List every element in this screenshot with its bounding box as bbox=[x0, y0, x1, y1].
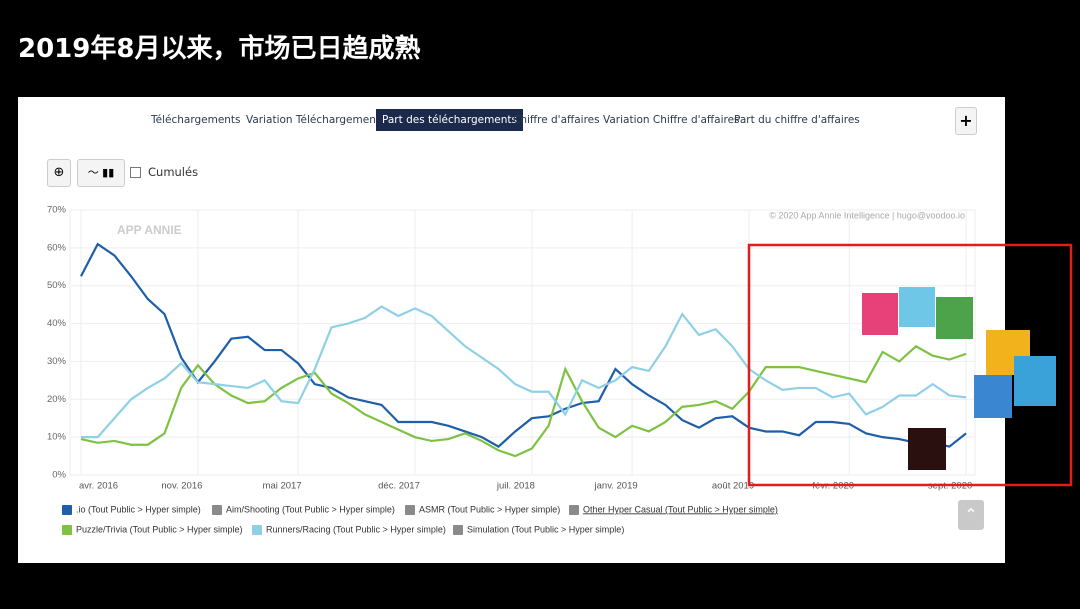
legend-label: .io (Tout Public > Hyper simple) bbox=[76, 504, 201, 514]
legend-swatch bbox=[405, 505, 415, 515]
y-tick-label: 30% bbox=[47, 356, 67, 367]
legend-swatch bbox=[569, 505, 579, 515]
y-tick-label: 0% bbox=[52, 470, 66, 481]
tab[interactable]: Part du chiffre d'affaires bbox=[734, 114, 860, 126]
x-tick-label: août 2019 bbox=[712, 481, 754, 492]
legend-swatch bbox=[252, 525, 262, 535]
tab[interactable]: Chiffre d'affaires bbox=[513, 114, 600, 126]
y-tick-label: 70% bbox=[47, 205, 67, 216]
tab-active[interactable]: Part des téléchargements bbox=[376, 109, 524, 131]
tab[interactable]: Téléchargements bbox=[151, 114, 241, 126]
y-tick-label: 50% bbox=[47, 280, 67, 291]
y-tick-label: 20% bbox=[47, 394, 67, 405]
tab[interactable]: Variation Chiffre d'affaires bbox=[603, 114, 740, 126]
legend-swatch bbox=[62, 525, 72, 535]
legend-label: ASMR (Tout Public > Hyper simple) bbox=[419, 504, 560, 514]
legend-label: Aim/Shooting (Tout Public > Hyper simple… bbox=[226, 504, 395, 514]
series-line bbox=[81, 305, 967, 439]
highlight-box bbox=[747, 243, 1073, 487]
copyright: © 2020 App Annie Intelligence | hugo@voo… bbox=[769, 210, 965, 220]
zoom-button[interactable]: ⊕ bbox=[47, 159, 71, 187]
x-tick-label: juil. 2018 bbox=[496, 481, 535, 492]
checkbox-label: Cumulés bbox=[148, 165, 199, 179]
series-line bbox=[80, 242, 967, 448]
legend-label: Runners/Racing (Tout Public > Hyper simp… bbox=[266, 524, 446, 534]
plot-area bbox=[69, 209, 976, 476]
x-tick-label: déc. 2017 bbox=[378, 481, 420, 492]
series-line bbox=[80, 344, 967, 458]
legend-label: Puzzle/Trivia (Tout Public > Hyper simpl… bbox=[76, 524, 242, 534]
legend-swatch bbox=[212, 505, 222, 515]
tab[interactable]: Variation Téléchargements bbox=[246, 114, 386, 126]
slide-title: 2019年8月以来，市场已日趋成熟 bbox=[18, 34, 421, 64]
x-tick-label: nov. 2016 bbox=[161, 481, 202, 492]
legend-label: Other Hyper Casual (Tout Public > Hyper … bbox=[583, 504, 778, 514]
x-tick-label: janv. 2019 bbox=[594, 481, 638, 492]
checkbox[interactable] bbox=[130, 167, 141, 178]
legend-label: Simulation (Tout Public > Hyper simple) bbox=[467, 524, 624, 534]
y-tick-label: 10% bbox=[47, 432, 67, 443]
scroll-top-button[interactable]: ⌃ bbox=[958, 500, 984, 530]
legend-swatch bbox=[453, 525, 463, 535]
y-tick-label: 40% bbox=[47, 318, 67, 329]
chart-type-toggle[interactable]: 〜 ▮▮ bbox=[77, 159, 125, 187]
thumbnails bbox=[862, 287, 1056, 470]
watermark: APP ANNIE bbox=[117, 223, 182, 237]
add-button[interactable]: + bbox=[955, 107, 977, 135]
x-tick-label: avr. 2016 bbox=[79, 481, 118, 492]
y-tick-label: 60% bbox=[47, 242, 67, 253]
x-tick-label: mai 2017 bbox=[263, 481, 302, 492]
legend-swatch bbox=[62, 505, 72, 515]
